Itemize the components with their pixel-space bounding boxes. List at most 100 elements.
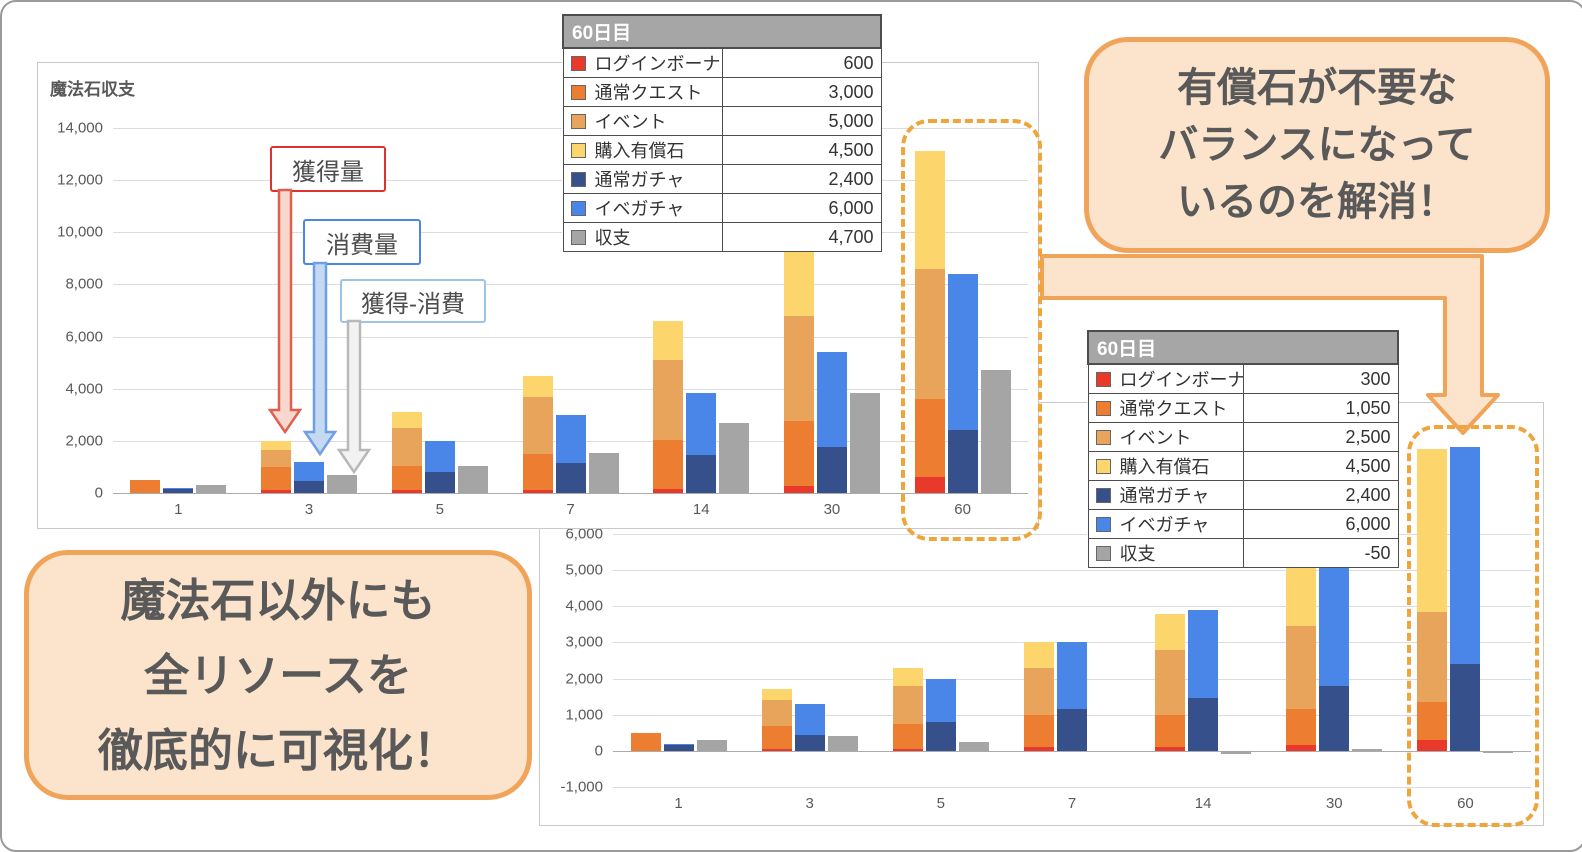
legend-table-day60-before: 60日目 ログインボーナス600通常クエスト3,000 イベント 5,000 購入有償… [562, 14, 882, 252]
bar-event_gacha [947, 274, 978, 431]
legend-value: 1,050 [1242, 393, 1399, 423]
bar-balance [958, 741, 989, 751]
bar-normal_quest [1155, 714, 1186, 748]
callout-line: 徹底的に可視化！ [97, 724, 458, 776]
normal_quest-swatch-icon [1095, 401, 1111, 416]
legend-row: ログインボーナス600 [562, 47, 882, 78]
bar-normal_quest [653, 439, 684, 490]
y-axis-tick-label: 2,000 [65, 432, 103, 450]
gridline [613, 606, 1531, 608]
legend-label-cell: 通常クエスト [1087, 393, 1244, 423]
bar-normal_gacha [686, 455, 717, 493]
normal_quest-swatch-icon [570, 85, 586, 100]
y-axis-tick-label: -1,000 [560, 778, 603, 796]
bar-event_gacha [555, 414, 586, 463]
legend-label-cell: イベント [1087, 422, 1244, 452]
legend-value: 2,500 [1242, 422, 1399, 452]
x-axis-tick-label: 1 [174, 501, 183, 518]
bar-balance [457, 465, 488, 493]
bar-event_gacha [1188, 609, 1219, 699]
legend-label: 購入有償石 [594, 141, 685, 161]
legend-value: 300 [1242, 363, 1399, 394]
bar-event_gacha [1057, 642, 1087, 710]
bar-paid_stone [783, 250, 814, 316]
legend-value: 6,000 [1242, 509, 1399, 539]
legend-row: 通常クエスト 3,000 [562, 77, 882, 107]
bar-login_bonus [783, 486, 814, 493]
bar-balance [1483, 750, 1514, 753]
bar-normal_gacha [1450, 664, 1481, 751]
y-axis-tick-label: 3,000 [565, 633, 603, 651]
x-axis-tick-label: 7 [1067, 795, 1077, 812]
bar-normal_quest [391, 465, 422, 491]
bar-event [261, 449, 292, 467]
legend-label-cell: ログインボーナス [1087, 363, 1244, 394]
bar-event [783, 315, 814, 422]
bar-normal_gacha [794, 734, 825, 751]
callout-line: バランスになって [1158, 122, 1476, 167]
bar-event [1024, 667, 1054, 715]
bar-balance [849, 392, 880, 493]
bar-normal_quest [522, 453, 553, 491]
legend-value: 4,500 [1242, 451, 1399, 481]
legend-value: 5,000 [721, 106, 882, 136]
gridline [113, 336, 1028, 338]
legend-label-cell: 購入有償石 [1087, 451, 1244, 481]
legend-label: 購入有償石 [1119, 457, 1210, 477]
bar-login_bonus [892, 749, 923, 751]
callout-line: 魔法石以外にも [120, 574, 436, 626]
gridline [613, 534, 1531, 535]
legend-label: イベント [594, 112, 667, 132]
legend-row: 購入有償石 4,500 [1087, 451, 1399, 481]
bar-paid_stone [1155, 613, 1186, 650]
bar-normal_quest [1024, 714, 1054, 748]
legend-header-row: 60日目 [562, 14, 882, 49]
legend-label-cell: 通常ガチャ [1087, 480, 1244, 510]
bar-balance [719, 422, 750, 493]
legend-value: 2,400 [721, 164, 882, 194]
chart-magic-stone-balance-before: 魔法石収支 0 2,000 4,000 6,000 8,000 10,000 12,000 1… [37, 62, 1039, 529]
y-axis-tick-label: 5,000 [565, 561, 603, 579]
annotation-net-label: 獲得-消費 [340, 279, 486, 323]
legend-label-cell: ログインボーナス [562, 47, 723, 78]
bar-normal_gacha [1319, 685, 1350, 751]
callout-paid-stone-balance: 有償石が不要な バランスになって いるのを解消！ [1084, 37, 1550, 253]
bar-balance [980, 370, 1011, 493]
legend-label-cell: 収支 [562, 222, 723, 252]
bar-event [1286, 626, 1317, 710]
bar-login_bonus [1417, 740, 1448, 751]
balance-swatch-icon [570, 230, 586, 245]
bar-event [1417, 611, 1448, 703]
legend-body: ログインボーナス300 通常クエスト 1,050 イベント 2,500 購入有償石 4,50… [1087, 363, 1399, 568]
x-axis-tick-label: 3 [304, 501, 314, 518]
legend-header: 60日目 [562, 14, 882, 49]
legend-label-cell: 通常クエスト [562, 77, 723, 107]
legend-label: 通常ガチャ [1119, 486, 1210, 506]
bar-event [391, 427, 422, 466]
bar-paid_stone [391, 412, 422, 428]
y-axis-tick-label: 4,000 [65, 380, 103, 398]
bar-login_bonus [1024, 747, 1054, 751]
legend-header-row: 60日目 [1087, 330, 1399, 365]
bar-login_bonus [261, 490, 292, 493]
chart-title: 魔法石収支 [50, 80, 135, 99]
legend-row: 通常ガチャ 2,400 [1087, 480, 1399, 510]
bar-login_bonus [1155, 747, 1186, 751]
gridline [613, 750, 1531, 752]
bar-normal_quest [261, 466, 292, 491]
legend-value: 4,500 [721, 135, 882, 165]
bar-normal_gacha [816, 447, 847, 493]
legend-label-cell: 購入有償石 [562, 135, 723, 165]
y-axis-tick-label: 6,000 [65, 328, 103, 346]
bar-balance [588, 452, 619, 493]
x-axis-tick-label: 5 [936, 795, 946, 812]
bar-paid_stone [261, 440, 292, 450]
bar-login_bonus [1286, 745, 1317, 751]
y-axis-tick-label: 2,000 [565, 670, 603, 688]
y-axis-tick-label: 1,000 [565, 706, 603, 724]
bar-event [522, 396, 553, 454]
x-axis-tick-label: 60 [954, 501, 971, 518]
bar-balance [327, 474, 358, 493]
legend-body: ログインボーナス600 通常クエスト 3,000 イベント 5,000 購入有償石 4,50… [562, 47, 882, 252]
